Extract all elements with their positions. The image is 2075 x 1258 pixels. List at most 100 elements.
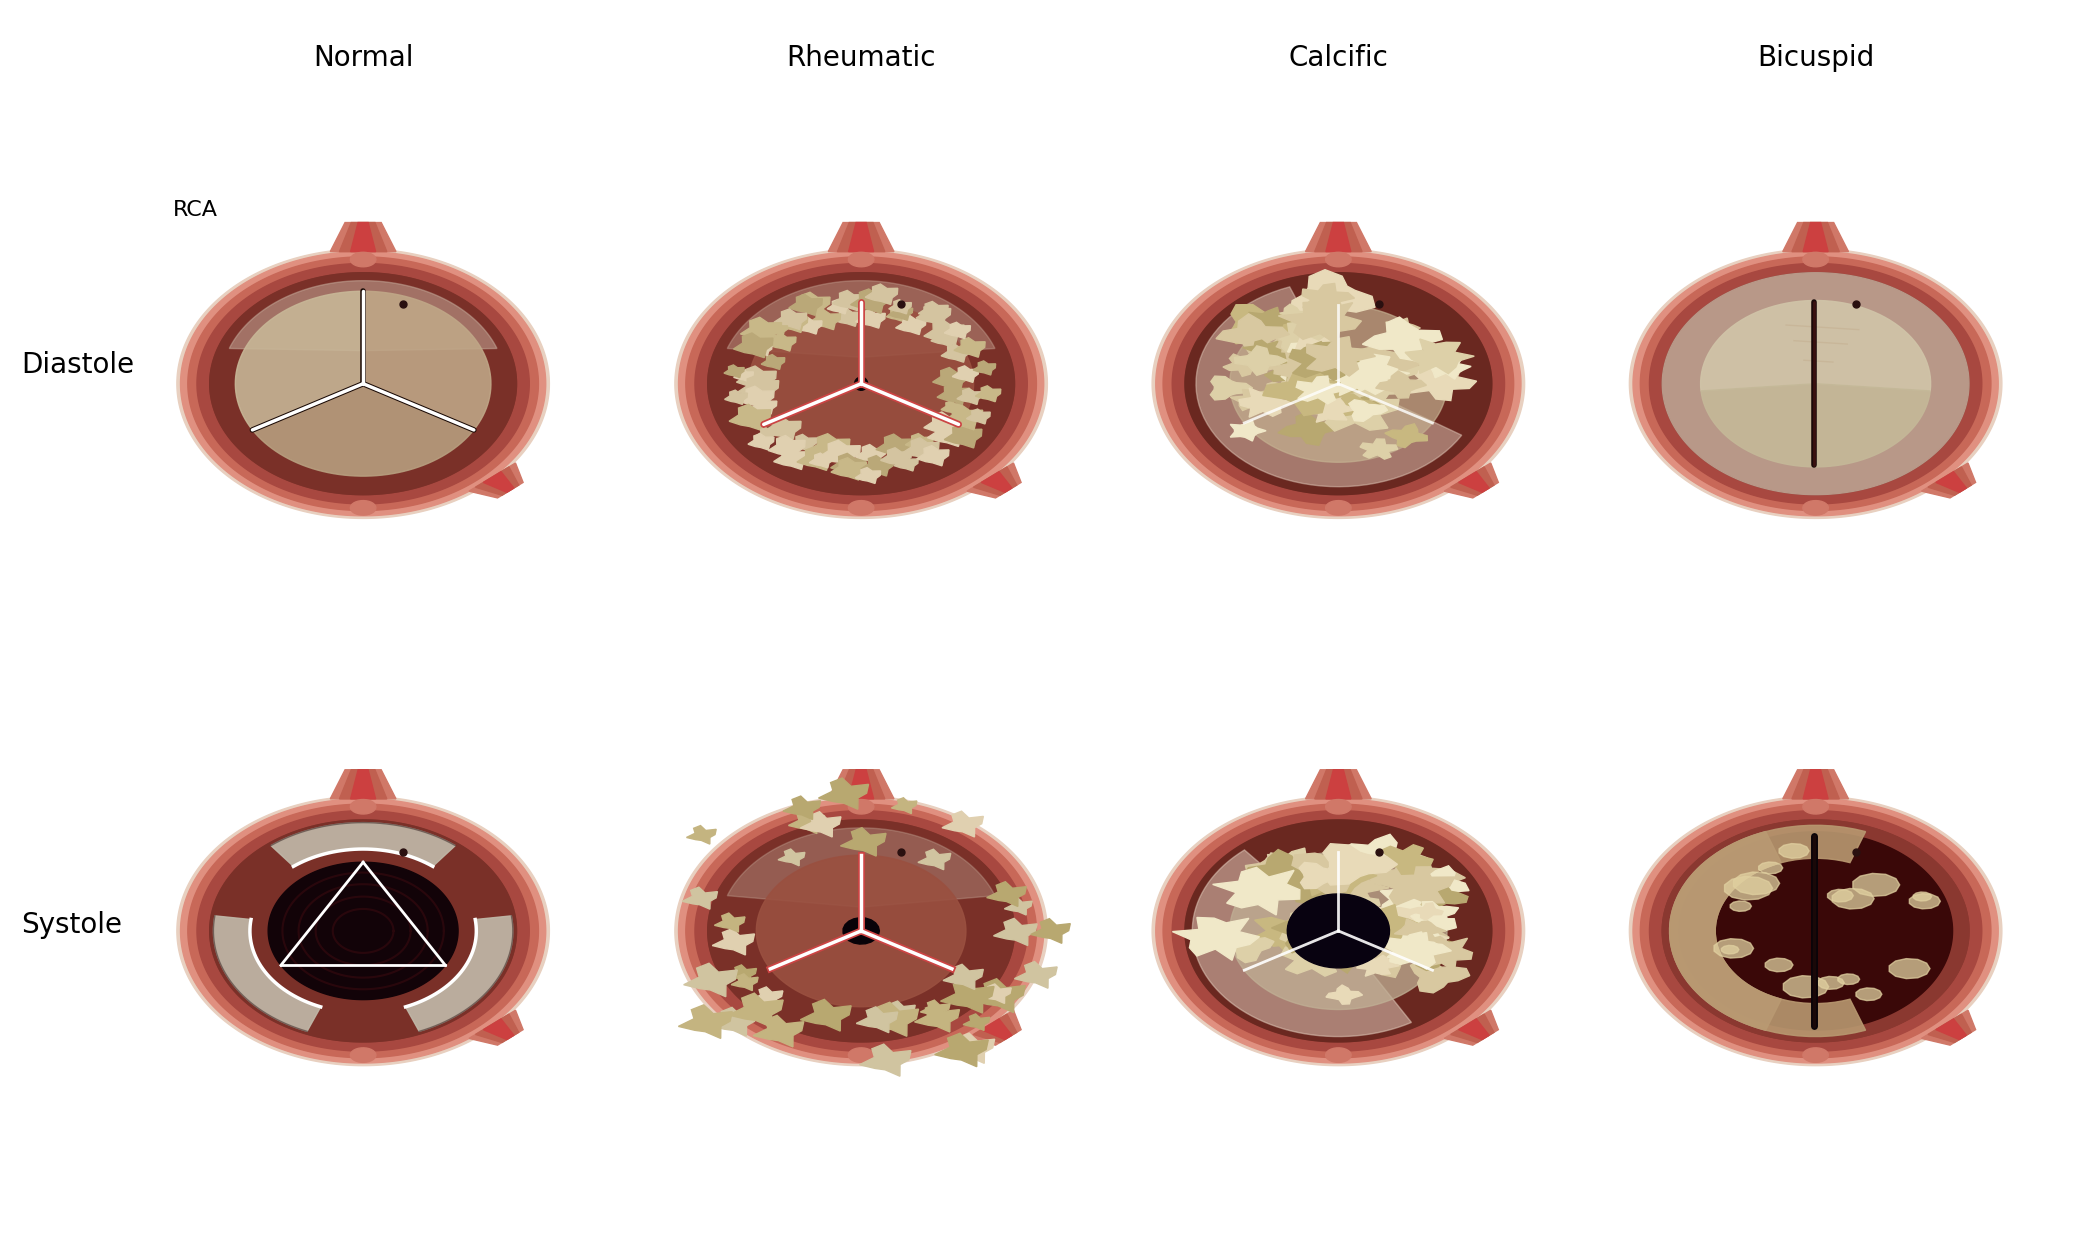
Polygon shape (710, 1008, 755, 1037)
Polygon shape (1782, 770, 1849, 799)
Polygon shape (469, 1010, 523, 1045)
Polygon shape (888, 306, 913, 321)
Polygon shape (1338, 853, 1446, 970)
Polygon shape (1305, 869, 1343, 887)
Polygon shape (1702, 384, 1930, 467)
Polygon shape (330, 223, 396, 252)
Polygon shape (971, 979, 1025, 1013)
Polygon shape (1359, 439, 1399, 459)
Text: Bicuspid: Bicuspid (1758, 44, 1874, 72)
Polygon shape (1222, 353, 1264, 376)
Polygon shape (886, 309, 907, 321)
Polygon shape (1193, 850, 1411, 1037)
Polygon shape (801, 999, 851, 1032)
Polygon shape (1803, 1048, 1828, 1062)
Polygon shape (849, 253, 874, 267)
Polygon shape (739, 409, 768, 428)
Polygon shape (921, 1000, 950, 1019)
Polygon shape (938, 384, 969, 404)
Polygon shape (1782, 976, 1828, 998)
Polygon shape (351, 223, 376, 252)
Polygon shape (1340, 834, 1413, 873)
Polygon shape (1702, 301, 1930, 391)
Polygon shape (1305, 223, 1372, 252)
Polygon shape (932, 367, 969, 390)
Polygon shape (788, 294, 822, 316)
Polygon shape (1349, 941, 1417, 977)
Polygon shape (830, 458, 867, 481)
Polygon shape (1338, 394, 1378, 415)
Polygon shape (1264, 364, 1357, 415)
Polygon shape (952, 366, 979, 382)
Polygon shape (1195, 287, 1461, 487)
Polygon shape (712, 928, 755, 955)
Polygon shape (1297, 917, 1370, 957)
Polygon shape (979, 984, 1011, 1004)
Polygon shape (1361, 359, 1419, 390)
Polygon shape (210, 273, 517, 494)
Polygon shape (739, 375, 778, 401)
Polygon shape (1347, 902, 1417, 941)
Polygon shape (1641, 257, 1990, 511)
Polygon shape (778, 849, 805, 866)
Polygon shape (1264, 353, 1334, 390)
Polygon shape (1376, 906, 1457, 947)
Polygon shape (1266, 342, 1347, 386)
Polygon shape (1724, 877, 1772, 899)
Polygon shape (1313, 905, 1349, 923)
Polygon shape (1299, 350, 1370, 389)
Polygon shape (1272, 304, 1313, 326)
Polygon shape (730, 974, 757, 990)
Polygon shape (210, 820, 517, 1042)
Polygon shape (1156, 799, 1521, 1063)
Polygon shape (1249, 332, 1328, 376)
Polygon shape (981, 472, 1013, 492)
Polygon shape (942, 811, 984, 837)
Polygon shape (832, 291, 865, 311)
Polygon shape (1349, 396, 1380, 414)
Polygon shape (1338, 306, 1446, 423)
Polygon shape (728, 404, 770, 430)
Polygon shape (1411, 902, 1459, 927)
Polygon shape (1291, 932, 1326, 952)
Polygon shape (849, 800, 874, 814)
Polygon shape (838, 770, 884, 799)
Polygon shape (915, 304, 950, 326)
Polygon shape (1324, 844, 1396, 884)
Polygon shape (1384, 424, 1428, 448)
Polygon shape (1803, 501, 1828, 515)
Polygon shape (788, 811, 824, 834)
Polygon shape (674, 796, 1048, 1066)
Polygon shape (1295, 931, 1382, 967)
Polygon shape (726, 828, 996, 907)
Polygon shape (1297, 376, 1347, 404)
Polygon shape (762, 355, 784, 370)
Polygon shape (1301, 917, 1365, 951)
Polygon shape (755, 428, 776, 440)
Polygon shape (1031, 918, 1071, 944)
Polygon shape (973, 467, 1017, 496)
Polygon shape (828, 770, 894, 799)
Polygon shape (1372, 920, 1428, 947)
Polygon shape (973, 361, 996, 375)
Polygon shape (981, 1019, 1013, 1039)
Polygon shape (1459, 1019, 1490, 1039)
Polygon shape (809, 453, 832, 468)
Polygon shape (1245, 384, 1432, 462)
Polygon shape (809, 309, 840, 330)
Polygon shape (944, 424, 981, 448)
Polygon shape (469, 463, 523, 498)
Polygon shape (1293, 853, 1376, 894)
Polygon shape (1838, 974, 1859, 985)
Polygon shape (770, 931, 952, 1006)
Polygon shape (1382, 920, 1448, 955)
Polygon shape (181, 252, 546, 516)
Polygon shape (1650, 263, 1982, 504)
Polygon shape (1349, 400, 1388, 421)
Polygon shape (1421, 883, 1467, 908)
Polygon shape (1403, 940, 1461, 970)
Polygon shape (189, 804, 537, 1058)
Polygon shape (1444, 463, 1498, 498)
Polygon shape (946, 1033, 994, 1063)
Polygon shape (1332, 903, 1367, 922)
